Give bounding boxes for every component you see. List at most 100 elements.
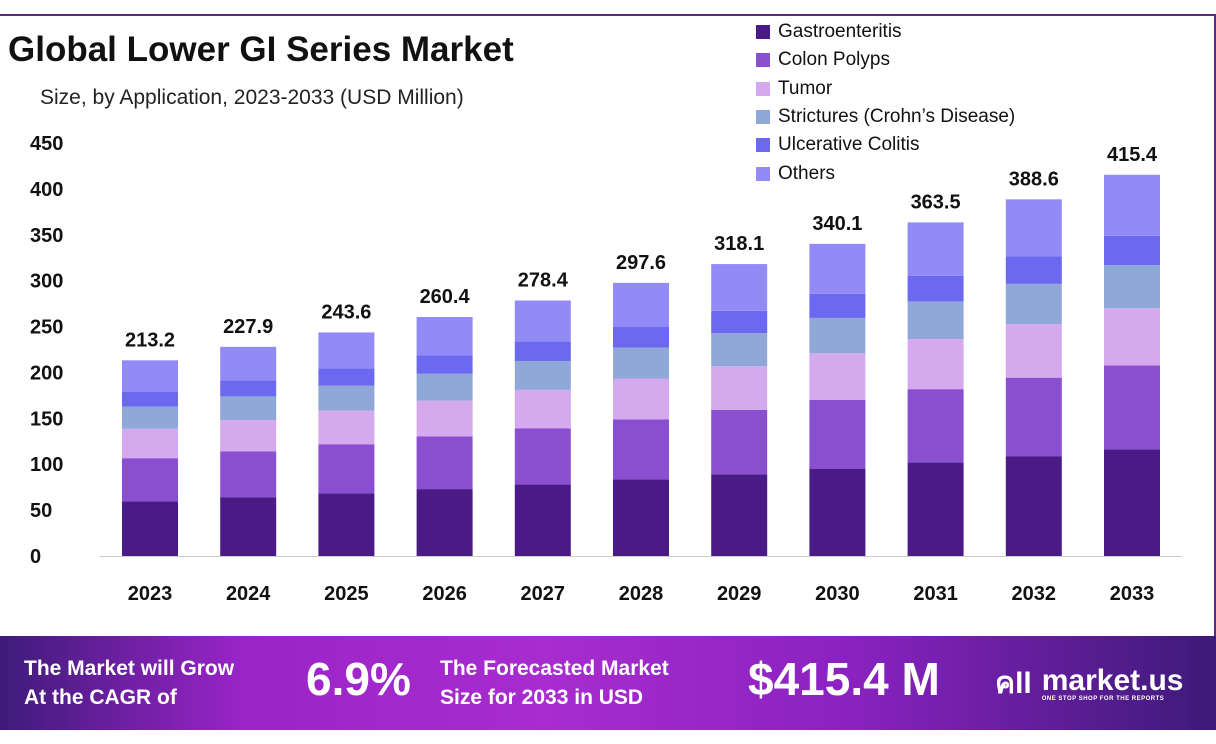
bar-segment: [122, 391, 178, 407]
bar-segment: [1104, 449, 1160, 556]
bar-segment: [1005, 283, 1062, 325]
x-tick-label: 2025: [324, 583, 369, 605]
bar-segment: [514, 389, 571, 429]
bar-total-label: 227.9: [223, 316, 273, 338]
bar-segment: [907, 301, 964, 340]
y-tick-label: 150: [30, 408, 63, 430]
cagr-label-line2: At the CAGR of: [24, 686, 177, 709]
bar-segment: [1104, 365, 1160, 450]
bar-segment: [514, 300, 571, 342]
bar-segment: [416, 400, 473, 437]
forecast-label-line2: Size for 2033 in USD: [440, 686, 644, 709]
bar-segment: [220, 497, 277, 556]
y-tick-label: 100: [30, 454, 63, 476]
bar-total-label: 363.5: [911, 191, 961, 213]
bar-total-label: 340.1: [812, 213, 862, 235]
chart-frame: [0, 14, 1216, 636]
bar-segment: [809, 353, 866, 400]
bar-segment: [318, 332, 375, 369]
bar-segment: [1104, 174, 1160, 236]
market-us-logo: ค⁠ll market.us ONE STOP SHOP FOR THE REP…: [995, 660, 1184, 707]
bar-total-label: 415.4: [1107, 144, 1158, 166]
legend-item: Ulcerative Colitis: [756, 131, 1015, 159]
bar-segment: [809, 317, 866, 354]
legend-swatch: [756, 25, 770, 40]
bar-segment: [1104, 308, 1160, 366]
y-tick-label: 50: [30, 500, 52, 522]
x-tick-label: 2029: [717, 583, 762, 605]
bar-segment: [514, 484, 571, 556]
x-tick-label: 2026: [422, 583, 467, 605]
y-tick-label: 300: [30, 271, 63, 293]
legend-item: Tumor: [756, 75, 1015, 103]
legend-item: Gastroenteritis: [756, 18, 1015, 46]
bar-segment: [613, 347, 669, 379]
bar-segment: [416, 355, 473, 374]
bar-segment: [318, 368, 375, 386]
bar-segment: [220, 380, 277, 397]
chart-title: Global Lower GI Series Market: [8, 30, 514, 69]
legend-swatch: [756, 53, 770, 68]
bar-segment: [122, 501, 178, 556]
bar-segment: [1104, 265, 1160, 309]
bar-total-label: 318.1: [714, 233, 764, 255]
bar-total-label: 213.2: [125, 329, 175, 351]
bar-segment: [416, 317, 473, 356]
forecast-label: The Forecasted Market Size for 2033 in U…: [440, 654, 669, 712]
forecast-value: $415.4 M: [748, 653, 940, 705]
legend-swatch: [756, 110, 770, 125]
x-tick-label: 2027: [521, 583, 566, 605]
bar-segment: [416, 436, 473, 490]
bar-segment: [1005, 377, 1062, 457]
legend-item: Strictures (Crohn’s Disease): [756, 103, 1015, 131]
bar-segment: [122, 428, 178, 459]
bar-segment: [809, 243, 866, 294]
legend-item: Colon Polyps: [756, 46, 1015, 74]
bar-segment: [514, 341, 571, 361]
bar-segment: [122, 406, 178, 429]
bar-segment: [711, 333, 768, 367]
bar-segment: [613, 282, 669, 327]
legend-label: Gastroenteritis: [778, 21, 902, 43]
bar-segment: [613, 479, 669, 556]
bar-segment: [711, 366, 768, 410]
y-tick-label: 450: [30, 133, 63, 155]
summary-banner: The Market will Grow At the CAGR of 6.9%…: [0, 636, 1216, 730]
y-tick-label: 350: [30, 225, 63, 247]
bar-total-label: 388.6: [1009, 168, 1059, 190]
legend-label: Strictures (Crohn’s Disease): [778, 106, 1016, 128]
bar-segment: [907, 389, 964, 463]
y-tick-label: 200: [30, 362, 63, 384]
logo-tagline: ONE STOP SHOP FOR THE REPORTS: [1041, 695, 1165, 702]
legend-label: Colon Polyps: [778, 49, 890, 71]
legend-swatch: [756, 166, 770, 181]
bar-segment: [613, 326, 669, 348]
chart-subtitle: Size, by Application, 2023-2033 (USD Mil…: [40, 86, 464, 109]
legend-label: Others: [778, 162, 836, 184]
bar-segment: [318, 493, 375, 556]
bar-segment: [809, 293, 866, 318]
x-tick-label: 2024: [226, 583, 271, 605]
bar-segment: [809, 399, 866, 469]
forecast-label-line1: The Forecasted Market: [440, 657, 669, 680]
bar-segment: [907, 222, 964, 276]
bar-segment: [907, 339, 964, 390]
bar-segment: [1104, 235, 1160, 266]
legend-swatch: [756, 138, 770, 153]
bar-segment: [613, 378, 669, 420]
bar-segment: [416, 489, 473, 556]
bar-total-label: 243.6: [321, 301, 371, 323]
bar-segment: [318, 385, 375, 411]
bar-segment: [514, 428, 571, 485]
bar-segment: [907, 275, 964, 302]
bar-segment: [711, 264, 768, 311]
bar-segment: [318, 410, 375, 445]
bar-segment: [220, 346, 277, 381]
x-tick-label: 2023: [128, 583, 173, 605]
bar-segment: [122, 360, 178, 392]
cagr-label: The Market will Grow At the CAGR of: [24, 654, 234, 712]
bar-segment: [809, 468, 866, 556]
legend-label: Tumor: [778, 77, 833, 99]
bar-segment: [1005, 256, 1062, 284]
bar-segment: [1005, 324, 1062, 378]
